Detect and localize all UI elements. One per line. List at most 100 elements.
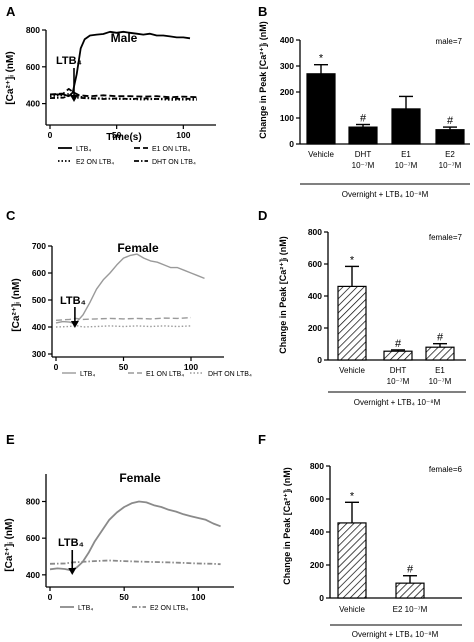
- y-tick-label: 200: [308, 323, 322, 333]
- panel-a-legend: LTB₄ E1 ON LTB₄ E2 ON LTB₄ DHT ON LTB₄: [58, 146, 196, 166]
- y-tick-label: 600: [32, 268, 46, 278]
- panel-e-title: Female: [119, 471, 161, 485]
- panel-c-legend: LTB₄ E1 ON LTB₄ DHT ON LTB₄: [62, 371, 252, 378]
- category-sublabel: 10⁻⁷M: [387, 377, 410, 386]
- x-tick-label: 50: [119, 362, 129, 372]
- panel-letter-c: C: [6, 208, 16, 223]
- panel-a-ylabel: [Ca²⁺]ᵢ (nM): [5, 51, 16, 104]
- y-tick-label: 500: [32, 295, 46, 305]
- legend-label: E1 ON LTB₄: [146, 371, 184, 378]
- panel-d-ylabel: Change in Peak [Ca²⁺]ᵢ (nM): [278, 236, 288, 354]
- category-label: E1: [435, 366, 445, 375]
- category-sublabel: 10⁻⁷M: [395, 161, 418, 170]
- y-tick-label: 400: [32, 322, 46, 332]
- significance-mark: #: [395, 338, 402, 350]
- panel-e-arrow-label: LTB₄: [58, 537, 84, 549]
- y-tick-label: 100: [280, 113, 294, 123]
- y-tick-label: 600: [310, 494, 324, 504]
- y-tick-label: 600: [26, 533, 40, 543]
- series-line-4: [49, 94, 197, 100]
- panel-d-note: female=7: [429, 233, 463, 242]
- bar: [337, 285, 367, 361]
- y-tick-label: 400: [310, 527, 324, 537]
- bar: [395, 582, 425, 599]
- y-tick-label: 0: [289, 139, 294, 149]
- y-tick-label: 800: [308, 227, 322, 237]
- panel-b-bar-chart: male=7 Change in Peak [Ca²⁺]ᵢ (nM) 0 100 2…: [258, 21, 470, 199]
- panel-e-stimulus-arrow: [68, 550, 77, 575]
- y-tick-label: 400: [26, 570, 40, 580]
- legend-label: LTB₄: [78, 605, 93, 612]
- legend-label: LTB₄: [76, 146, 91, 153]
- legend-label: DHT ON LTB₄: [152, 159, 196, 166]
- series-line-1: [55, 253, 205, 325]
- y-tick-label: 400: [280, 35, 294, 45]
- panel-f-bar-chart: female=6 Change in Peak [Ca²⁺]ᵢ (nM) 0 20…: [282, 461, 463, 639]
- category-label: DHT: [355, 150, 372, 159]
- series-line-2: [49, 559, 221, 566]
- panel-a-arrow-label: LTB₄: [56, 55, 82, 67]
- series-line-2: [49, 88, 197, 99]
- x-tick-label: 100: [191, 592, 205, 602]
- panel-b-note: male=7: [436, 37, 463, 46]
- panel-letter-b: B: [258, 4, 267, 19]
- legend-label: LTB₄: [80, 371, 95, 378]
- x-tick-label: 50: [119, 592, 129, 602]
- bar: [306, 73, 336, 145]
- panel-d-footer: Overnight + LTB₄ 10⁻⁸M: [354, 398, 441, 407]
- category-label: DHT: [390, 366, 407, 375]
- panel-letter-e: E: [6, 432, 15, 447]
- panel-c-ylabel: [Ca²⁺]ᵢ (nM): [11, 278, 22, 331]
- arrow-head: [70, 95, 78, 102]
- bar: [435, 129, 465, 145]
- category-label: E1: [401, 150, 411, 159]
- category-label: E2: [445, 150, 455, 159]
- significance-mark: #: [407, 564, 414, 576]
- y-tick-label: 0: [317, 355, 322, 365]
- x-tick-label: 50: [112, 130, 122, 140]
- significance-mark: #: [360, 113, 367, 125]
- y-tick-label: 200: [280, 87, 294, 97]
- y-tick-label: 600: [26, 62, 40, 72]
- category-label: E2 10⁻⁷M: [393, 605, 428, 614]
- y-tick-label: 400: [26, 99, 40, 109]
- y-tick-label: 400: [308, 291, 322, 301]
- series-line-1: [49, 500, 221, 572]
- y-tick-label: 800: [310, 461, 324, 471]
- category-label: Vehicle: [339, 366, 365, 375]
- panel-b-ylabel: Change in Peak [Ca²⁺]ᵢ (nM): [258, 21, 268, 139]
- panel-c-arrow-label: LTB₄: [60, 295, 86, 307]
- panel-e-line-chart: Female [Ca²⁺]ᵢ (nM) 400 600 800 0 50 100 LTB₄…: [4, 471, 234, 612]
- panel-f-ylabel: Change in Peak [Ca²⁺]ᵢ (nM): [282, 467, 292, 585]
- panel-b-footer: Overnight + LTB₄ 10⁻⁸M: [342, 190, 429, 199]
- arrow-head: [68, 568, 77, 575]
- x-tick-label: 0: [54, 362, 59, 372]
- y-tick-label: 800: [26, 25, 40, 35]
- y-tick-label: 300: [280, 61, 294, 71]
- significance-mark: #: [437, 332, 444, 344]
- series-line-3: [55, 324, 192, 328]
- significance-mark: *: [350, 254, 355, 266]
- y-tick-label: 200: [310, 560, 324, 570]
- legend-label: E1 ON LTB₄: [152, 146, 190, 153]
- x-tick-label: 100: [176, 130, 190, 140]
- x-tick-label: 100: [184, 362, 198, 372]
- bar: [391, 108, 421, 145]
- panel-f-note: female=6: [429, 465, 463, 474]
- panel-a-title: Male: [111, 31, 138, 45]
- y-tick-label: 700: [32, 241, 46, 251]
- y-tick-label: 800: [26, 497, 40, 507]
- significance-mark: #: [447, 115, 454, 127]
- panel-a-stimulus-arrow: [70, 68, 78, 102]
- x-tick-label: 0: [48, 130, 53, 140]
- panel-a-line-chart: Male [Ca²⁺]ᵢ (nM) Time(s) 400 600 800 0 50 10…: [5, 25, 216, 166]
- category-sublabel: 10⁻⁷M: [429, 377, 452, 386]
- panel-letter-d: D: [258, 208, 267, 223]
- y-tick-label: 300: [32, 349, 46, 359]
- category-label: Vehicle: [339, 605, 365, 614]
- bar: [337, 522, 367, 599]
- panel-letter-a: A: [6, 4, 16, 19]
- panel-f-footer: Overnight + LTB₄ 10⁻⁸M: [352, 630, 439, 639]
- bar: [383, 350, 413, 361]
